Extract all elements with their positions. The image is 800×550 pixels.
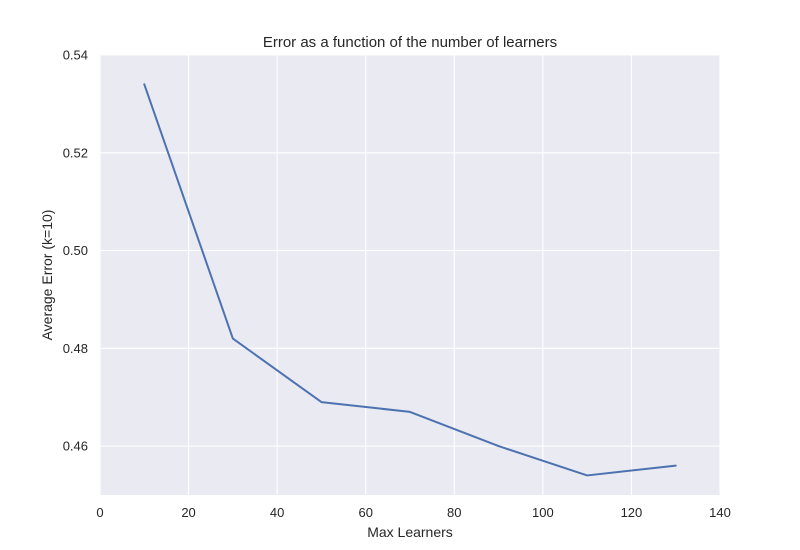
y-tick-label: 0.48 bbox=[63, 341, 88, 356]
y-tick-label: 0.50 bbox=[63, 243, 88, 258]
grid-lines bbox=[99, 54, 721, 495]
series-line-0 bbox=[143, 83, 677, 477]
chart-title: Error as a function of the number of lea… bbox=[263, 34, 557, 51]
x-tick-label: 120 bbox=[621, 505, 643, 520]
x-tick-label: 140 bbox=[709, 505, 731, 520]
x-tick-label: 20 bbox=[181, 505, 195, 520]
series-layer bbox=[143, 83, 677, 477]
x-axis-label: Max Learners bbox=[367, 524, 453, 540]
x-tick-label: 40 bbox=[270, 505, 284, 520]
x-tick-label: 0 bbox=[96, 505, 103, 520]
x-tick-label: 60 bbox=[358, 505, 372, 520]
plot-area bbox=[100, 55, 720, 495]
y-tick-label: 0.54 bbox=[63, 48, 88, 63]
y-tick-label: 0.52 bbox=[63, 145, 88, 160]
y-axis-label: Average Error (k=10) bbox=[39, 210, 55, 341]
tick-labels: 0 20 40 60 80 100 120 140 0.46 0.48 0.50 0.52 0.54 bbox=[63, 48, 731, 521]
x-tick-label: 80 bbox=[447, 505, 461, 520]
x-tick-label: 100 bbox=[532, 505, 554, 520]
y-tick-label: 0.46 bbox=[63, 439, 88, 454]
